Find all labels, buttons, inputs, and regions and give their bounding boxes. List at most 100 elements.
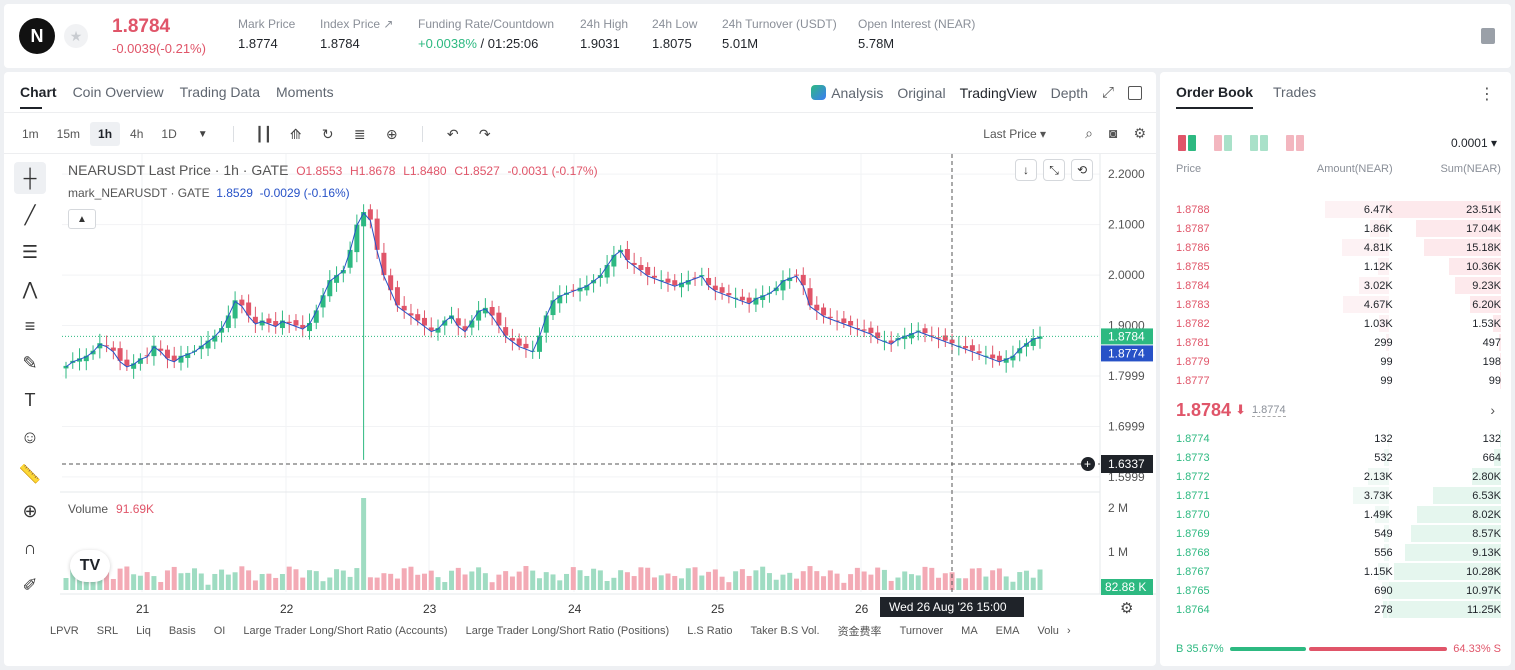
stat-label[interactable]: Index Price ↗ bbox=[320, 17, 394, 31]
indicator-item[interactable]: SRL bbox=[96, 625, 119, 637]
fullscreen-icon[interactable]: ⤡ bbox=[1043, 159, 1065, 181]
text-icon[interactable]: T bbox=[24, 389, 36, 410]
indicator-item[interactable]: Turnover bbox=[899, 625, 944, 637]
tab-trades[interactable]: Trades bbox=[1273, 84, 1317, 100]
ask-row[interactable]: 1.8784 3.02K 9.23K bbox=[1160, 276, 1511, 295]
trend-line-icon[interactable]: ╱ bbox=[24, 204, 36, 225]
gear-icon[interactable]: ⚙ bbox=[1133, 125, 1146, 141]
ask-row[interactable]: 1.8787 1.86K 17.04K bbox=[1160, 219, 1511, 238]
window-icon[interactable] bbox=[1128, 85, 1142, 100]
ask-row[interactable]: 1.8786 4.81K 15.18K bbox=[1160, 238, 1511, 257]
view-original[interactable]: Original bbox=[897, 84, 946, 101]
search-icon[interactable]: ⌕ bbox=[1085, 125, 1093, 141]
ask-row[interactable]: 1.8777 99 99 bbox=[1160, 371, 1511, 390]
mid-price-row[interactable]: 1.8784 ⬇ 1.8774 › bbox=[1176, 399, 1495, 421]
chart-panel: Chart Coin Overview Trading Data Moments… bbox=[4, 72, 1156, 666]
tab-order-book[interactable]: Order Book bbox=[1176, 84, 1253, 109]
replay-icon[interactable]: ↻ bbox=[321, 125, 334, 142]
precision-select[interactable]: 0.0001 ▾ bbox=[1450, 136, 1497, 150]
indicator-item[interactable]: Basis bbox=[168, 625, 196, 637]
book-bids-icon[interactable] bbox=[1250, 135, 1268, 151]
candles-icon[interactable]: ┃┃ bbox=[255, 125, 273, 142]
chart-settings-icon[interactable]: ⚙ bbox=[1120, 600, 1134, 617]
indicator-item[interactable]: Liq bbox=[136, 625, 151, 637]
ruler-icon[interactable]: 📏 bbox=[18, 463, 42, 484]
favorite-star-icon[interactable]: ★ bbox=[64, 24, 88, 48]
refresh-icon[interactable]: ⟲ bbox=[1071, 159, 1093, 181]
pattern-icon[interactable]: ⋀ bbox=[22, 278, 38, 299]
indicators-icon[interactable]: ⟰ bbox=[289, 125, 302, 142]
ask-row[interactable]: 1.8782 1.03K 1.53K bbox=[1160, 314, 1511, 333]
expand-icon[interactable]: ⤢ bbox=[1101, 84, 1114, 101]
templates-icon[interactable]: ≣ bbox=[353, 125, 366, 142]
bid-row[interactable]: 1.8768 556 9.13K bbox=[1160, 543, 1511, 562]
view-analysis[interactable]: Analysis bbox=[811, 84, 883, 101]
chevron-right-icon[interactable]: › bbox=[1066, 625, 1071, 637]
bid-row[interactable]: 1.8772 2.13K 2.80K bbox=[1160, 467, 1511, 486]
bid-row[interactable]: 1.8773 532 664 bbox=[1160, 448, 1511, 467]
fib-icon[interactable]: ≡ bbox=[24, 315, 36, 336]
indicator-item[interactable]: 资金费率 bbox=[837, 626, 882, 638]
bid-row[interactable]: 1.8769 549 8.57K bbox=[1160, 524, 1511, 543]
bid-row[interactable]: 1.8764 278 11.25K bbox=[1160, 600, 1511, 619]
brush-icon[interactable]: ✎ bbox=[22, 352, 38, 373]
view-tradingview[interactable]: TradingView bbox=[959, 84, 1037, 101]
book-asks-icon[interactable] bbox=[1286, 135, 1304, 151]
indicator-item[interactable]: OI bbox=[213, 625, 226, 637]
ask-row[interactable]: 1.8788 6.47K 23.51K bbox=[1160, 200, 1511, 219]
book-both-icon[interactable] bbox=[1178, 135, 1196, 151]
parallel-lines-icon[interactable]: ☰ bbox=[21, 241, 39, 262]
stat-label[interactable]: Funding Rate/Countdown bbox=[418, 17, 555, 31]
bid-row[interactable]: 1.8771 3.73K 6.53K bbox=[1160, 486, 1511, 505]
camera-icon[interactable]: ◙ bbox=[1108, 125, 1118, 141]
undo-icon[interactable]: ↶ bbox=[446, 125, 459, 142]
tab-coin-overview[interactable]: Coin Overview bbox=[72, 84, 164, 100]
bid-row[interactable]: 1.8770 1.49K 8.02K bbox=[1160, 505, 1511, 524]
interval-4h[interactable]: 4h bbox=[130, 127, 144, 141]
indicator-item[interactable]: EMA bbox=[995, 625, 1020, 637]
header-price: Price bbox=[1176, 163, 1202, 175]
book-split-icon[interactable] bbox=[1214, 135, 1232, 151]
price-cell: 1.8773 bbox=[1176, 451, 1210, 464]
ask-row[interactable]: 1.8783 4.67K 6.20K bbox=[1160, 295, 1511, 314]
indicator-item[interactable]: Taker B.S Vol. bbox=[750, 625, 820, 637]
indicator-item[interactable]: LPVR bbox=[50, 625, 79, 637]
tab-trading-data[interactable]: Trading Data bbox=[179, 84, 261, 100]
interval-1d[interactable]: 1D bbox=[161, 127, 177, 141]
document-icon[interactable] bbox=[1481, 28, 1495, 44]
collapse-legend-button[interactable]: ▲ bbox=[68, 209, 96, 229]
bid-row[interactable]: 1.8765 690 10.97K bbox=[1160, 581, 1511, 600]
chevron-down-icon[interactable]: ▼ bbox=[197, 128, 208, 140]
interval-1h[interactable]: 1h bbox=[90, 122, 121, 146]
ask-row[interactable]: 1.8781 299 497 bbox=[1160, 333, 1511, 352]
indicator-item[interactable]: L.S Ratio bbox=[687, 625, 733, 637]
add-alert-icon[interactable]: ⊕ bbox=[385, 125, 398, 142]
indicator-item[interactable]: Volu bbox=[1037, 625, 1059, 637]
price-source-select[interactable]: Last Price ▾ bbox=[983, 127, 1046, 141]
pencil-icon[interactable]: ✐ bbox=[22, 574, 38, 595]
ask-row[interactable]: 1.8785 1.12K 10.36K bbox=[1160, 257, 1511, 276]
stat-label[interactable]: Mark Price bbox=[238, 17, 296, 31]
emoji-icon[interactable]: ☺ bbox=[20, 426, 40, 447]
ask-row[interactable]: 1.8779 99 198 bbox=[1160, 352, 1511, 371]
tab-moments[interactable]: Moments bbox=[276, 84, 334, 100]
tradingview-logo[interactable]: TV bbox=[70, 550, 110, 582]
stat-label[interactable]: Open Interest (NEAR) bbox=[858, 17, 976, 31]
indicator-item[interactable]: Large Trader Long/Short Ratio (Positions… bbox=[465, 625, 670, 637]
chevron-right-icon[interactable]: › bbox=[1490, 402, 1495, 418]
crosshair-icon[interactable]: ┼ bbox=[14, 162, 46, 194]
more-icon[interactable]: ⋮ bbox=[1479, 86, 1495, 103]
redo-icon[interactable]: ↷ bbox=[478, 125, 491, 142]
view-depth[interactable]: Depth bbox=[1050, 84, 1088, 101]
magnet-icon[interactable]: ∩ bbox=[23, 537, 37, 558]
price-chart[interactable]: 2.20002.10002.00001.90001.79991.69991.59… bbox=[4, 72, 1156, 666]
bid-row[interactable]: 1.8767 1.15K 10.28K bbox=[1160, 562, 1511, 581]
indicator-item[interactable]: Large Trader Long/Short Ratio (Accounts) bbox=[243, 625, 448, 637]
zoom-icon[interactable]: ⊕ bbox=[22, 500, 38, 521]
bid-row[interactable]: 1.8774 132 132 bbox=[1160, 429, 1511, 448]
interval-1m[interactable]: 1m bbox=[22, 127, 39, 141]
indicator-item[interactable]: MA bbox=[961, 625, 978, 637]
interval-15m[interactable]: 15m bbox=[56, 127, 81, 141]
tab-chart[interactable]: Chart bbox=[20, 84, 57, 109]
download-icon[interactable]: ↓ bbox=[1015, 159, 1037, 181]
